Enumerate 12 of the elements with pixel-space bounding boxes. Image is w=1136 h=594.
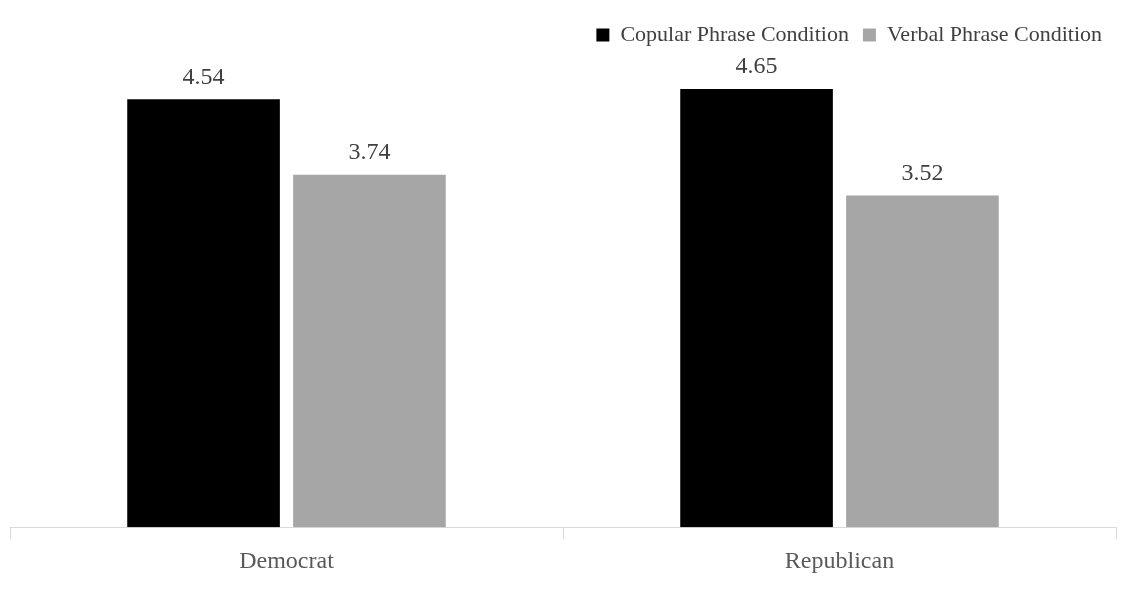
bar bbox=[846, 195, 999, 528]
bar bbox=[127, 99, 280, 528]
x-tick-label: Democrat bbox=[239, 546, 335, 573]
x-tick-label: Republican bbox=[784, 546, 895, 573]
data-label: 4.54 bbox=[182, 62, 225, 89]
data-label: 3.74 bbox=[348, 138, 391, 165]
data-label: 3.52 bbox=[901, 158, 944, 185]
data-label: 4.65 bbox=[735, 52, 778, 79]
bar bbox=[680, 88, 833, 528]
bar bbox=[293, 174, 446, 528]
legend-label: Copular Phrase Condition bbox=[620, 20, 849, 46]
legend-label: Verbal Phrase Condition bbox=[886, 20, 1103, 46]
